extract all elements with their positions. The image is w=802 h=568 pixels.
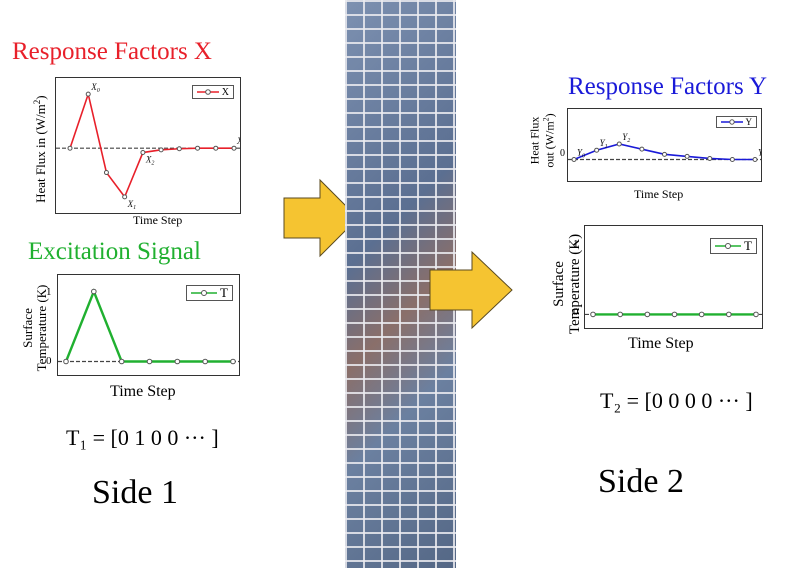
- data-point: [85, 91, 91, 97]
- side-1-label: Side 1: [92, 474, 178, 511]
- data-point: [122, 194, 128, 200]
- series-line-t: [64, 288, 233, 363]
- legend-swatch-y: [720, 119, 743, 125]
- legend-label-t2: T: [744, 238, 752, 253]
- data-point: [617, 311, 623, 318]
- point-label-x2: X2: [145, 155, 155, 167]
- surface-t2-chart: [585, 311, 762, 318]
- data-point: [752, 157, 758, 162]
- response-y-ylabel: Heat Flux out (W/m2): [527, 113, 557, 168]
- response-y-plot: Y0 Y1 Y2 Yn Y: [567, 108, 762, 182]
- surface-t2-legend: T: [710, 238, 757, 254]
- data-point: [195, 145, 201, 151]
- excitation-ytick-1: 1: [46, 286, 52, 298]
- surface-t2-plot: T: [584, 225, 763, 329]
- response-x-chart: X0 X1 X2 Xn: [56, 82, 240, 211]
- data-point: [571, 157, 577, 162]
- data-point: [103, 170, 109, 176]
- excitation-signal-title: Excitation Signal: [28, 238, 201, 265]
- point-label-y0: Y0: [577, 148, 585, 160]
- data-point: [140, 150, 146, 156]
- response-factors-y-title: Response Factors Y: [568, 73, 768, 100]
- side-2-label: Side 2: [598, 463, 684, 500]
- data-point: [118, 358, 125, 365]
- data-point: [707, 155, 713, 161]
- data-point: [684, 153, 690, 159]
- data-point: [726, 311, 732, 318]
- response-x-ylabel: Heat Flux in (W/m2): [31, 95, 49, 203]
- response-x-xlabel: Time Step: [133, 213, 183, 227]
- data-point: [176, 146, 182, 152]
- legend-swatch-t1: [191, 290, 218, 296]
- response-y-legend: Y: [715, 116, 757, 128]
- legend-swatch-t2: [715, 243, 742, 249]
- data-point: [616, 141, 622, 147]
- data-point: [594, 147, 600, 153]
- t2-formula: T₂ = [0 0 0 0 ··· ]: [600, 388, 753, 413]
- data-point: [213, 145, 219, 151]
- response-x-legend: X: [191, 85, 234, 99]
- data-point: [590, 311, 596, 318]
- response-y-ytick-0: 0: [560, 148, 565, 159]
- data-point: [174, 358, 181, 365]
- data-point: [698, 311, 705, 318]
- data-point: [202, 358, 208, 365]
- arrow-right-icon: [283, 178, 359, 258]
- data-point: [230, 358, 236, 365]
- arrow-right-icon-2: [429, 250, 513, 330]
- point-label-yn: Yn: [758, 148, 761, 160]
- data-point: [729, 157, 735, 162]
- data-point: [63, 358, 69, 365]
- data-point: [662, 151, 667, 157]
- surface-t2-xlabel: Time Step: [628, 335, 694, 352]
- data-point: [91, 288, 97, 295]
- data-point: [146, 358, 153, 365]
- surface-t2-ytick-0: 0: [573, 306, 579, 318]
- response-y-xlabel: Time Step: [634, 187, 684, 201]
- response-factors-x-title: Response Factors X: [12, 38, 212, 65]
- excitation-chart: [58, 288, 239, 365]
- excitation-plot: T: [57, 274, 240, 376]
- legend-label-t1: T: [220, 285, 228, 300]
- excitation-xlabel: Time Step: [110, 383, 176, 400]
- excitation-ytick-0: 0: [46, 355, 52, 367]
- data-point: [158, 147, 164, 153]
- point-label-y1: Y1: [600, 138, 608, 150]
- response-x-plot: X0 X1 X2 Xn X: [55, 77, 241, 214]
- excitation-legend: T: [186, 285, 233, 301]
- data-point: [67, 145, 73, 151]
- series-line-x: [69, 91, 234, 199]
- response-y-chart: Y0 Y1 Y2 Yn: [568, 132, 761, 162]
- data-point: [639, 146, 645, 152]
- surface-t2-ytick-1: 1: [573, 238, 579, 250]
- legend-label-x: X: [221, 86, 229, 98]
- data-point: [644, 311, 651, 318]
- legend-swatch-x: [196, 89, 219, 95]
- point-label-y2: Y2: [622, 132, 630, 144]
- data-point: [753, 311, 759, 318]
- t1-formula: T₁ = [0 1 0 0 ··· ]: [66, 425, 219, 450]
- point-label-x1: X1: [127, 199, 136, 211]
- excitation-ylabel: Surface Temperature (K): [20, 284, 49, 372]
- data-point: [671, 311, 678, 318]
- data-point: [231, 145, 237, 151]
- point-label-xn: Xn: [236, 136, 240, 148]
- point-label-x0: X0: [90, 82, 100, 94]
- legend-label-y: Y: [745, 117, 753, 127]
